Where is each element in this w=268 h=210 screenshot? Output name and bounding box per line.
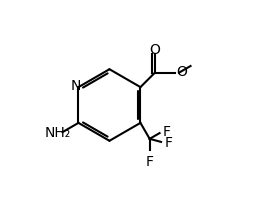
Text: N: N: [71, 80, 81, 93]
Text: O: O: [176, 65, 187, 79]
Text: NH₂: NH₂: [44, 126, 70, 140]
Text: F: F: [163, 125, 171, 139]
Text: F: F: [146, 155, 154, 169]
Text: F: F: [165, 135, 173, 150]
Text: O: O: [150, 43, 160, 57]
